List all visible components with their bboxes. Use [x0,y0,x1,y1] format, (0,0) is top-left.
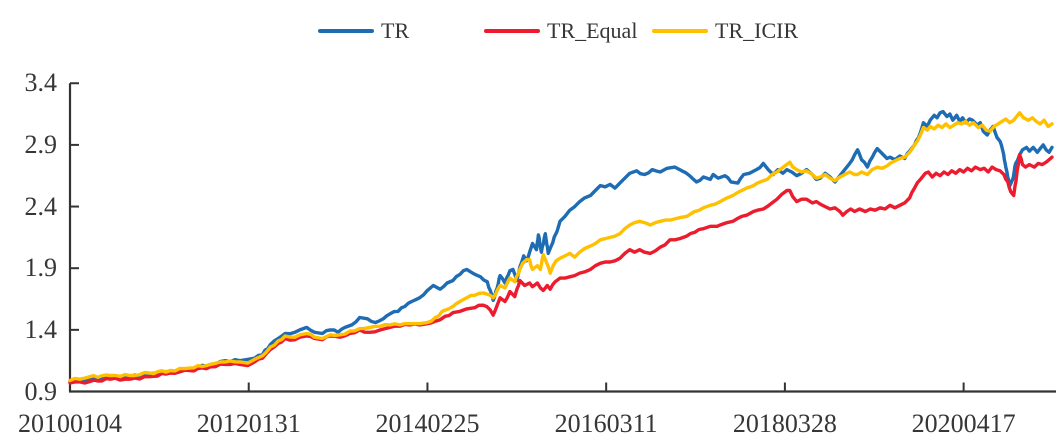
x-tick-label: 20120131 [196,409,301,438]
x-tick-label: 20160311 [554,409,658,438]
x-tick-label: 20200417 [911,409,1016,438]
legend-line-swatch-tr-icir-icon [652,29,708,33]
legend-line-swatch-tr-equal-icon [484,29,540,33]
legend-line-swatch-tr-icon [318,29,374,33]
x-tick-label: 20140225 [375,409,480,438]
y-tick-label: 2.9 [24,129,58,159]
y-tick-label: 1.9 [24,253,58,283]
legend-item-tr-equal: TR_Equal [484,18,637,44]
series-line-tr_equal [68,153,1054,385]
x-tick-label: 20180328 [732,409,837,438]
y-tick-label: 3.4 [24,68,58,98]
legend-label-tr-equal: TR_Equal [547,18,638,43]
y-tick-label: 0.9 [24,376,58,406]
series-line-tr [68,109,1054,384]
x-tick-label: 20100104 [18,409,122,438]
chart-legend: TR TR_Equal TR_ICIR [0,0,1059,44]
series-line-tr_icir [68,111,1054,383]
legend-item-tr-icir: TR_ICIR [652,18,798,44]
legend-label-tr: TR [381,18,410,43]
y-tick-label: 2.4 [24,191,58,221]
legend-item-tr: TR [318,18,409,44]
y-tick-label: 1.4 [24,314,58,344]
legend-label-tr-icir: TR_ICIR [715,18,799,43]
